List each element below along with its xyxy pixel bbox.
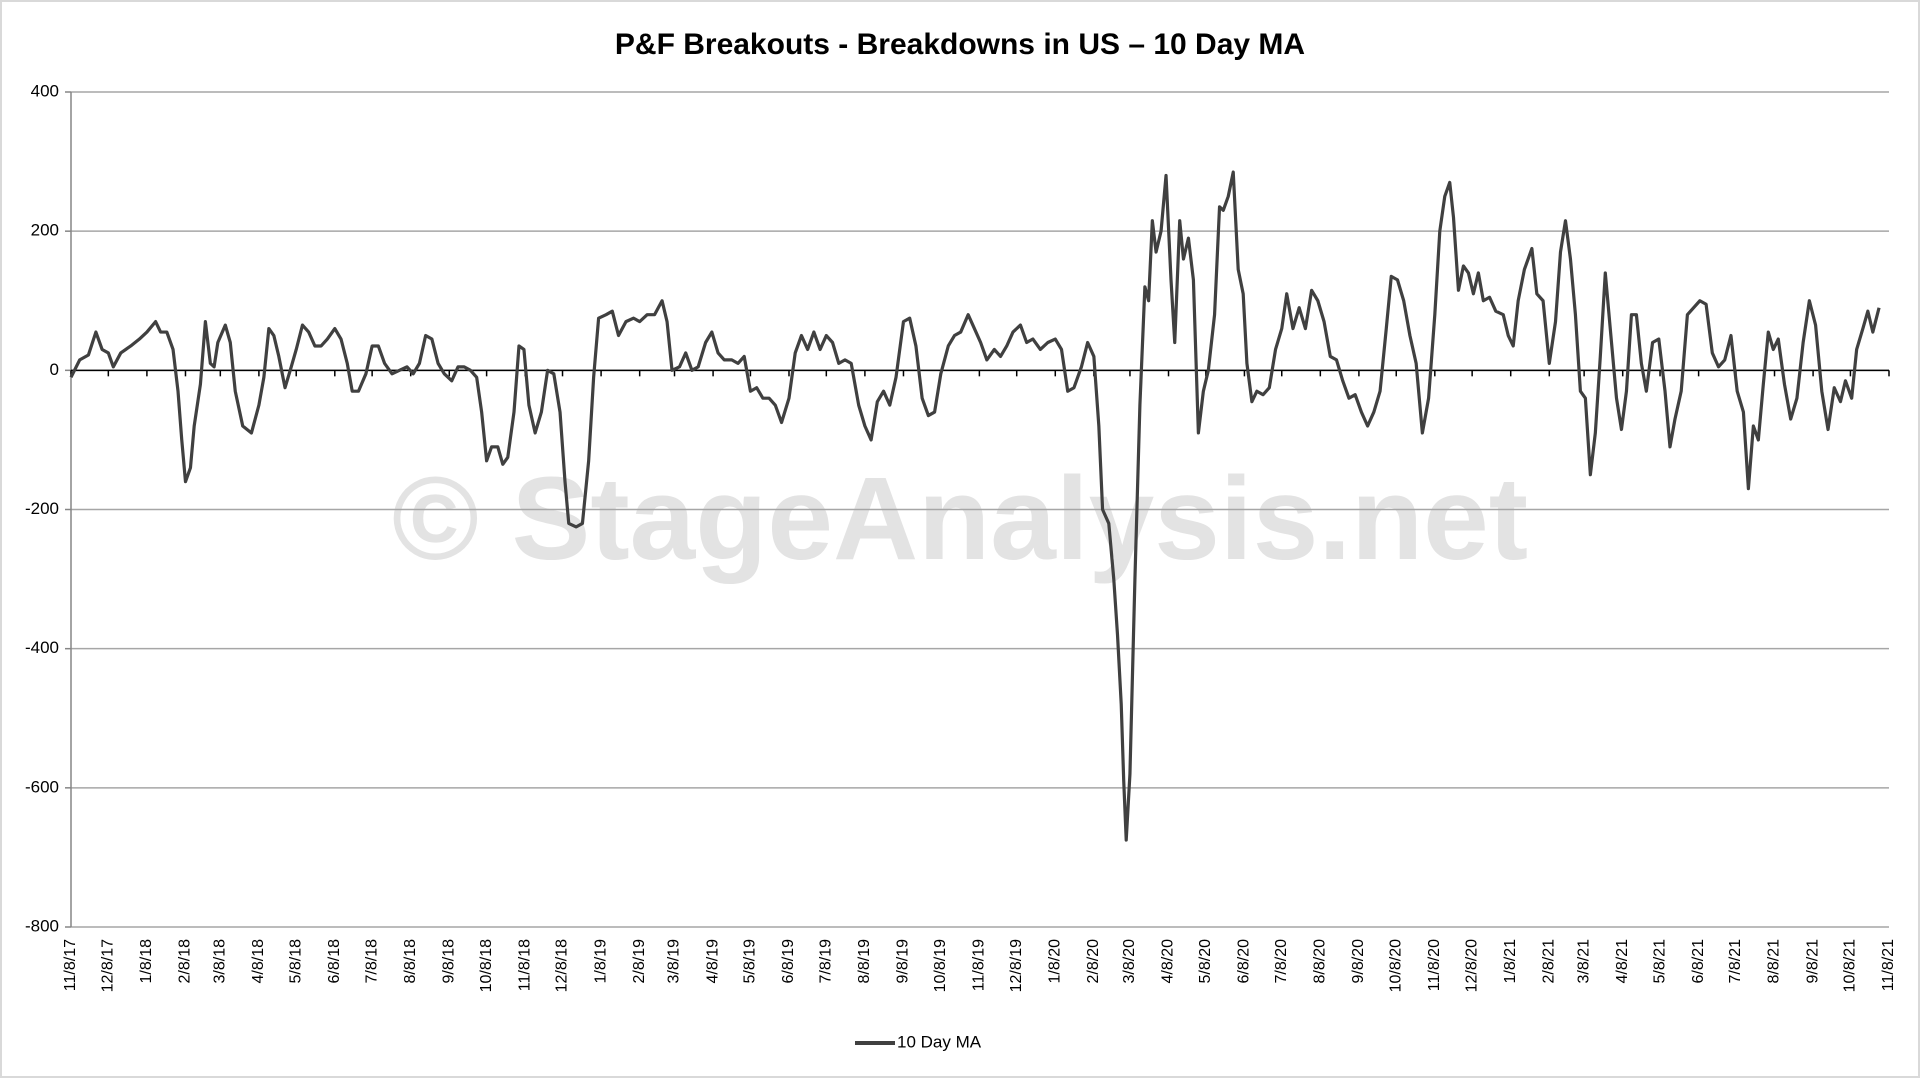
x-tick-label: 12/8/17 [100, 939, 117, 992]
x-tick-label: 3/8/18 [212, 939, 229, 984]
x-tick-label: 11/8/21 [1880, 939, 1897, 991]
x-tick-label: 11/8/18 [516, 939, 533, 991]
x-tick-label: 5/8/20 [1197, 939, 1214, 984]
x-tick-label: 4/8/21 [1614, 939, 1631, 984]
x-tick-label: 5/8/18 [287, 939, 304, 984]
x-tick-label: 8/8/19 [856, 939, 873, 984]
x-tick-label: 10/8/18 [478, 939, 495, 992]
x-tick-label: 7/8/19 [818, 939, 835, 984]
x-tick-label: 9/8/19 [895, 939, 912, 984]
x-tick-label: 7/8/21 [1727, 939, 1744, 984]
x-tick-label: 4/8/18 [250, 939, 267, 984]
legend-label: 10 Day MA [897, 1032, 982, 1051]
x-tick-label: 2/8/19 [631, 939, 648, 984]
y-tick-label: 400 [31, 81, 59, 100]
x-tick-label: 11/8/20 [1426, 939, 1443, 991]
x-tick-label: 6/8/21 [1690, 939, 1707, 984]
watermark: © StageAnalysis.net [392, 453, 1528, 585]
x-tick-label: 11/8/19 [971, 939, 988, 991]
x-tick-label: 8/8/18 [402, 939, 419, 984]
chart-title: P&F Breakouts - Breakdowns in US – 10 Da… [615, 28, 1305, 61]
x-tick-label: 12/8/20 [1463, 939, 1480, 992]
x-tick-label: 7/8/18 [363, 939, 380, 984]
x-tick-label: 1/8/18 [138, 939, 155, 984]
x-tick-label: 5/8/21 [1651, 939, 1668, 984]
x-tick-label: 6/8/19 [780, 939, 797, 984]
x-tick-label: 3/8/19 [666, 939, 683, 984]
y-tick-label: 200 [31, 221, 59, 240]
x-tick-label: 2/8/20 [1085, 939, 1102, 984]
x-tick-label: 6/8/18 [326, 939, 343, 984]
x-tick-label: 10/8/19 [932, 939, 949, 992]
x-tick-label: 10/8/21 [1842, 939, 1859, 992]
y-tick-label: 0 [50, 360, 59, 379]
x-tick-label: 4/8/20 [1160, 939, 1177, 984]
x-tick-label: 8/8/20 [1312, 939, 1329, 984]
x-tick-label: 12/8/18 [554, 939, 571, 992]
x-tick-label: 12/8/19 [1008, 939, 1025, 992]
x-tick-label: 3/8/20 [1121, 939, 1138, 984]
x-tick-label: 9/8/20 [1350, 939, 1367, 984]
x-tick-label: 11/8/17 [62, 939, 79, 991]
x-tick-label: 5/8/19 [742, 939, 759, 984]
x-tick-label: 9/8/21 [1804, 939, 1821, 984]
x-tick-label: 4/8/19 [704, 939, 721, 984]
y-tick-label: -800 [25, 916, 59, 935]
y-tick-label: -200 [25, 499, 59, 518]
x-tick-label: 1/8/21 [1502, 939, 1519, 984]
x-tick-label: 8/8/21 [1766, 939, 1783, 984]
y-tick-label: -600 [25, 777, 59, 796]
x-tick-label: 6/8/20 [1236, 939, 1253, 984]
x-tick-label: 10/8/20 [1387, 939, 1404, 992]
x-tick-label: 9/8/18 [441, 939, 458, 984]
x-tick-label: 3/8/21 [1575, 939, 1592, 984]
data-line [69, 170, 1881, 842]
x-tick-label: 1/8/19 [592, 939, 609, 984]
y-tick-label: -400 [25, 638, 59, 657]
x-tick-label: 2/8/21 [1541, 939, 1558, 984]
x-tick-label: 1/8/20 [1047, 939, 1064, 984]
x-tick-label: 2/8/18 [177, 939, 194, 984]
x-tick-label: 7/8/20 [1273, 939, 1290, 984]
